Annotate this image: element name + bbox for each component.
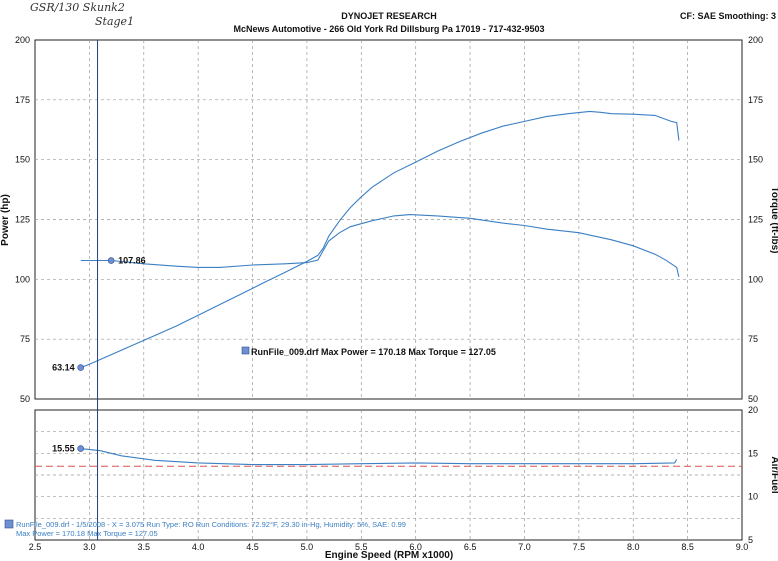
y-axis-label-torque: Torque (ft-lbs) [769, 186, 778, 253]
y-tick-label-afr: 15 [748, 448, 758, 458]
shop-info: McNews Automotive - 266 Old York Rd Dill… [234, 24, 545, 34]
y-tick-label-power: 125 [15, 215, 30, 225]
y-tick-label-power: 175 [15, 95, 30, 105]
y-tick-label-afr: 20 [748, 405, 758, 415]
y-tick-label-power: 50 [20, 394, 30, 404]
legend-swatch [241, 346, 250, 355]
handwritten-note-2: Stage1 [95, 15, 134, 28]
axis-ticks: 2.5 3.0 3.5 4.0 4.5 5.0 5.5 6.0 6.5 7.0 7.5 8.0 8.5 9… [15, 35, 763, 552]
y-axis-label-afr: Air/Fuel [769, 456, 778, 493]
footer-run-info: RunFile_009.drf - 1/5/2008 - X = 3.075 R… [16, 520, 406, 529]
afr-grid [35, 410, 742, 540]
footer-swatch [4, 519, 14, 529]
x-tick-label: 5.0 [301, 542, 314, 552]
y-tick-label-afr: 5 [748, 535, 753, 545]
y-tick-label-torque: 200 [748, 35, 763, 45]
x-tick-label: 9.0 [736, 542, 749, 552]
x-tick-label: 6.0 [409, 542, 422, 552]
y-tick-label-torque: 50 [748, 394, 758, 404]
legend-run-summary: RunFile_009.drf Max Power = 170.18 Max T… [251, 347, 496, 357]
data-label: 15.55 [52, 444, 75, 454]
x-tick-label: 3.0 [83, 542, 96, 552]
x-tick-label: 7.0 [518, 542, 531, 552]
y-tick-label-torque: 75 [748, 334, 758, 344]
data-label: 63.14 [52, 363, 75, 373]
x-tick-label: 8.0 [627, 542, 640, 552]
data-marker [77, 364, 84, 371]
data-labels: 107.86 63.14 15.55 [52, 256, 146, 454]
x-axis-label: Engine Speed (RPM x1000) [325, 550, 453, 561]
y-tick-label-power: 150 [15, 155, 30, 165]
x-tick-label: 2.5 [29, 542, 42, 552]
correction-settings: CF: SAE Smoothing: 3 [680, 11, 776, 21]
data-label: 107.86 [118, 256, 146, 266]
y-tick-label-torque: 150 [748, 155, 763, 165]
y-tick-label-power: 100 [15, 274, 30, 284]
series-torque [80, 214, 680, 278]
data-marker [77, 445, 84, 452]
chart-title: DYNOJET RESEARCH [341, 11, 437, 21]
y-tick-label-afr: 10 [748, 492, 758, 502]
x-tick-label: 6.5 [464, 542, 477, 552]
x-tick-label: 4.0 [192, 542, 205, 552]
y-tick-label-power: 75 [20, 334, 30, 344]
footer-max-values: Max Power = 170.18 Max Torque = 127.05 [16, 529, 158, 538]
y-axis-label-power: Power (hp) [0, 194, 11, 246]
handwritten-note-1: GSR/130 Skunk2 [30, 1, 125, 14]
series-air-fuel [80, 448, 678, 466]
x-tick-label: 7.5 [573, 542, 586, 552]
x-tick-label: 5.5 [355, 542, 368, 552]
x-tick-label: 3.5 [138, 542, 151, 552]
data-marker [107, 257, 115, 264]
series-power [80, 110, 680, 369]
y-tick-label-torque: 100 [748, 274, 763, 284]
x-tick-label: 8.5 [681, 542, 694, 552]
y-tick-label-torque: 175 [748, 95, 763, 105]
y-tick-label-power: 200 [15, 35, 30, 45]
y-tick-label-torque: 125 [748, 215, 763, 225]
main-grid [35, 40, 742, 399]
data-curves [35, 110, 742, 467]
x-tick-label: 4.5 [246, 542, 259, 552]
